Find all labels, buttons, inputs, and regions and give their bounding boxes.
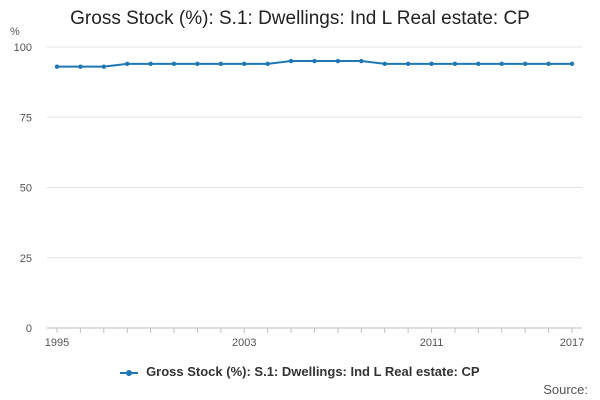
y-tick-label: 50 — [20, 183, 32, 195]
source-label: Source: — [543, 382, 588, 397]
legend-swatch — [120, 369, 139, 376]
data-point[interactable] — [569, 61, 575, 67]
data-point[interactable] — [546, 61, 551, 67]
data-point[interactable] — [78, 64, 83, 69]
data-point[interactable] — [312, 58, 317, 64]
data-point[interactable] — [429, 61, 434, 67]
data-point[interactable] — [452, 61, 458, 67]
legend[interactable]: Gross Stock (%): S.1: Dwellings: Ind L R… — [0, 364, 600, 379]
data-point[interactable] — [171, 61, 177, 67]
data-point[interactable] — [522, 61, 528, 67]
y-axis-unit: % — [10, 26, 20, 38]
y-tick-label: 25 — [20, 253, 32, 265]
y-axis-ticks: 0 25 50 75 100 — [14, 42, 32, 335]
data-point[interactable] — [195, 61, 200, 67]
y-tick-label: 75 — [20, 112, 32, 124]
data-point[interactable] — [288, 58, 294, 64]
y-tick-label: 100 — [14, 42, 32, 54]
chart-title: Gross Stock (%): S.1: Dwellings: Ind L R… — [70, 8, 530, 29]
data-point[interactable] — [242, 61, 247, 67]
data-point[interactable] — [54, 64, 60, 69]
data-point[interactable] — [218, 61, 224, 67]
data-point[interactable] — [476, 61, 481, 67]
data-point[interactable] — [125, 61, 130, 67]
legend-label: Gross Stock (%): S.1: Dwellings: Ind L R… — [146, 364, 480, 379]
y-tick-label: 0 — [26, 323, 32, 335]
series-layer — [54, 58, 575, 69]
data-point[interactable] — [335, 58, 341, 64]
x-tick-label: 1995 — [45, 337, 69, 349]
data-point[interactable] — [101, 64, 107, 69]
x-tick-label: 2003 — [232, 337, 256, 349]
x-tick-label: 2017 — [560, 337, 584, 349]
data-point[interactable] — [405, 61, 411, 67]
data-point[interactable] — [265, 61, 270, 67]
x-axis-ticks: 1995 2003 2011 2017 — [45, 328, 584, 349]
data-point[interactable] — [382, 61, 387, 67]
data-point[interactable] — [148, 61, 153, 67]
x-tick-label: 2011 — [420, 337, 444, 349]
gridlines — [47, 46, 582, 259]
data-point[interactable] — [359, 58, 364, 64]
data-point[interactable] — [499, 61, 504, 67]
